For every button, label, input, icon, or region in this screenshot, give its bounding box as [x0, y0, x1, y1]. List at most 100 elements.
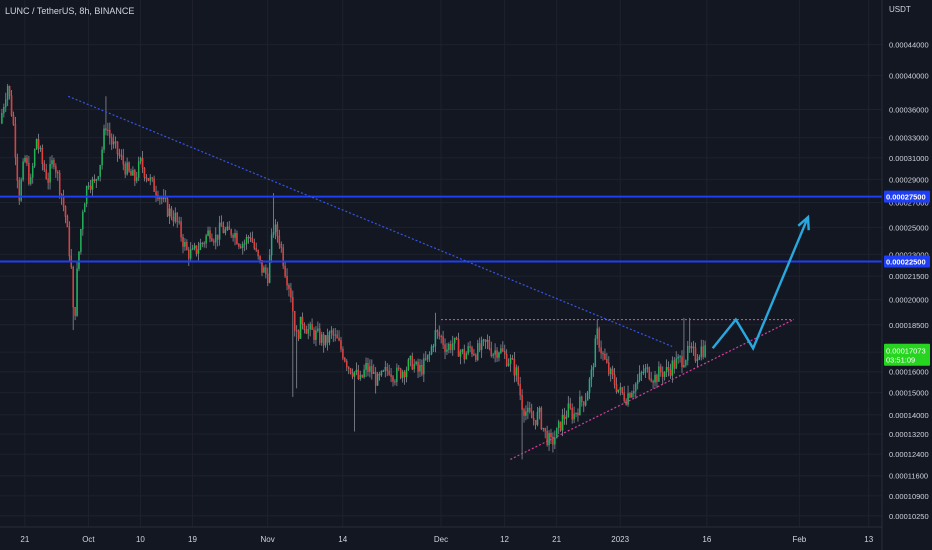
candle-body [357, 369, 360, 380]
candle-body [544, 427, 546, 432]
candle-body [270, 234, 273, 256]
candle-body [513, 359, 516, 376]
candle-body [91, 179, 94, 190]
chart-title: LUNC / TetherUS, 8h, BINANCE [5, 6, 134, 16]
candle-body [492, 354, 494, 356]
candle-body [220, 222, 223, 227]
candle-body [326, 335, 329, 343]
candle-body [18, 180, 20, 201]
candle-body [155, 191, 157, 196]
candle-body [259, 255, 261, 261]
candle-body [274, 224, 277, 233]
candle-body [677, 356, 679, 359]
candle-body [673, 360, 676, 369]
candle-body [280, 244, 283, 248]
candle-body [228, 226, 230, 230]
candle-body [652, 381, 654, 383]
candle-body [573, 413, 575, 420]
candle-body [421, 365, 423, 375]
candle-body [294, 310, 296, 331]
candle-body [428, 353, 431, 355]
price-tick-label: 0.00025000 [889, 223, 929, 232]
time-tick-label: 2023 [611, 535, 629, 544]
candle-body [317, 328, 319, 331]
price-axis[interactable]: 0.00044000 0.00040000 0.00036000 0.00033000… [889, 41, 929, 521]
time-axis[interactable]: 21 Oct 10 19 Nov 14 Dec 12 21 2023 16 Feb 13 [20, 535, 873, 544]
current-price-label: 0.00017073 [886, 347, 926, 356]
candle-body [170, 208, 173, 218]
candle-body [257, 250, 259, 257]
price-tick-label: 0.00020000 [889, 296, 929, 305]
candle-body [188, 249, 190, 259]
candle-body [606, 358, 608, 363]
candle-body [569, 403, 572, 409]
candle-body [688, 345, 691, 349]
time-tick-label: Feb [792, 535, 806, 544]
candle-body [41, 147, 44, 164]
candle-body [671, 360, 674, 376]
candle-body [53, 160, 55, 167]
candle-body [413, 363, 415, 370]
candle-body [97, 176, 99, 180]
candle-body [203, 243, 205, 245]
candle-body [463, 349, 466, 360]
candle-body [87, 185, 90, 187]
candle-body [469, 346, 471, 348]
candle-body [238, 243, 240, 247]
candle-body [64, 206, 67, 217]
candle-body [159, 197, 161, 199]
candle-body [415, 361, 417, 365]
candle-body [340, 340, 342, 350]
candle-body [399, 368, 402, 378]
candle-body [600, 347, 602, 354]
candle-body [484, 339, 487, 342]
candle-body [392, 376, 394, 382]
candle-body [209, 230, 211, 239]
candle-body [255, 248, 257, 251]
candle-body [507, 363, 510, 366]
candle-body [168, 208, 171, 217]
candle-body [646, 367, 649, 369]
candle-body [43, 163, 46, 170]
candle-body [667, 366, 670, 371]
price-tick-label: 0.00040000 [889, 71, 929, 80]
candle-body [505, 353, 508, 366]
candle-body [550, 433, 552, 438]
candle-body [330, 330, 333, 333]
candle-body [28, 163, 30, 184]
candle-body [571, 407, 573, 420]
candle-body [619, 387, 622, 390]
candle-body [604, 354, 606, 360]
candle-body [403, 371, 406, 378]
candle-body [363, 369, 365, 378]
candle-body [394, 381, 396, 383]
candle-body [490, 348, 493, 356]
candle-body [93, 179, 96, 182]
candle-body [205, 235, 207, 244]
candle-body [401, 371, 404, 378]
candle-body [68, 226, 71, 257]
candle-body [602, 352, 604, 355]
candle-body [247, 236, 250, 239]
time-tick-label: 16 [702, 535, 711, 544]
candle-body [596, 328, 598, 339]
candle-body [384, 367, 387, 371]
candle-body [130, 171, 132, 176]
candle-body [581, 396, 583, 402]
candle-body [10, 95, 13, 116]
candle-body [540, 407, 543, 430]
candle-body [369, 366, 371, 372]
candle-body [430, 346, 433, 355]
candle-body [122, 155, 125, 165]
candle-body [195, 245, 198, 254]
candle-body [290, 288, 292, 298]
candle-body [644, 368, 647, 373]
candle-body [631, 393, 633, 398]
drawings [0, 95, 882, 460]
candle-body [332, 330, 335, 336]
price-tick-label: 0.00033000 [889, 134, 929, 143]
candle-body [24, 157, 26, 162]
candle-body [166, 198, 169, 217]
candle-body [184, 242, 186, 247]
